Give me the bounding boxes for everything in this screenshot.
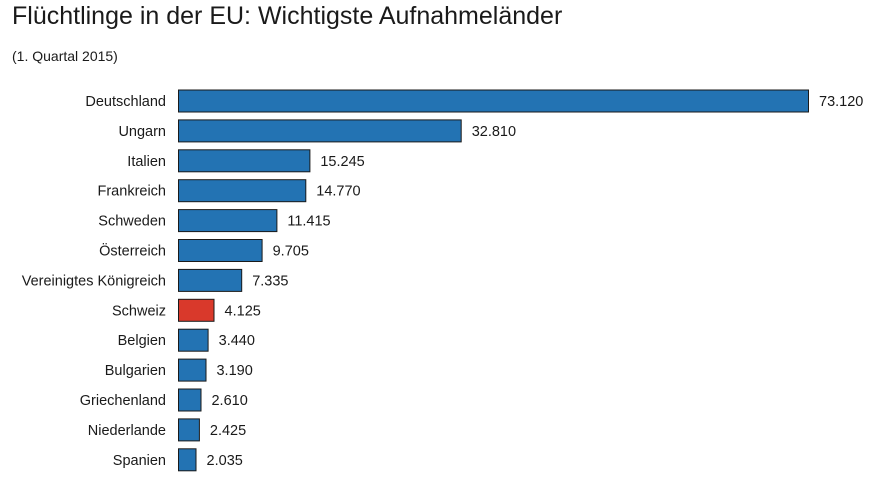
value-label-niederlande: 2.425 xyxy=(210,423,246,439)
chart-subtitle: (1. Quartal 2015) xyxy=(12,48,118,64)
value-label-schweden: 11.415 xyxy=(287,214,330,230)
value-label-frankreich: 14.770 xyxy=(316,184,360,200)
bar-oesterreich xyxy=(178,239,263,262)
category-label-italien: Italien xyxy=(127,154,166,170)
category-label-vereinigtes-koenigreich: Vereinigtes Königreich xyxy=(22,273,166,289)
bar-deutschland xyxy=(178,89,809,113)
category-label-griechenland: Griechenland xyxy=(80,393,166,409)
bar-niederlande xyxy=(178,418,200,442)
value-label-deutschland: 73.120 xyxy=(819,94,863,110)
bar-schweden xyxy=(178,209,278,233)
chart-title: Flüchtlinge in der EU: Wichtigste Aufnah… xyxy=(12,2,563,30)
category-label-bulgarien: Bulgarien xyxy=(105,363,166,379)
value-label-schweiz: 4.125 xyxy=(225,303,261,319)
bar-frankreich xyxy=(178,179,307,203)
value-label-vereinigtes-koenigreich: 7.335 xyxy=(252,273,288,289)
bar-vereinigtes-koenigreich xyxy=(178,268,243,292)
category-label-niederlande: Niederlande xyxy=(88,423,166,439)
category-label-schweden: Schweden xyxy=(98,214,166,230)
value-label-belgien: 3.440 xyxy=(219,333,255,349)
value-label-oesterreich: 9.705 xyxy=(273,244,309,260)
bar-belgien xyxy=(178,328,209,352)
category-label-spanien: Spanien xyxy=(113,453,166,469)
category-label-deutschland: Deutschland xyxy=(85,94,166,110)
value-label-spanien: 2.035 xyxy=(207,453,243,469)
category-label-ungarn: Ungarn xyxy=(118,124,166,140)
category-label-oesterreich: Österreich xyxy=(99,242,166,260)
bar-ungarn xyxy=(178,119,462,143)
bar-italien xyxy=(178,149,311,173)
value-label-ungarn: 32.810 xyxy=(472,124,516,140)
category-label-frankreich: Frankreich xyxy=(98,184,167,200)
bar-spanien xyxy=(178,448,197,472)
bar-bulgarien xyxy=(178,358,207,382)
category-label-schweiz: Schweiz xyxy=(112,303,166,319)
category-label-belgien: Belgien xyxy=(118,333,166,349)
bar-griechenland xyxy=(178,388,202,412)
value-label-griechenland: 2.610 xyxy=(211,393,247,409)
bar-schweiz xyxy=(178,298,215,322)
value-label-bulgarien: 3.190 xyxy=(216,363,252,379)
value-label-italien: 15.245 xyxy=(320,154,364,170)
